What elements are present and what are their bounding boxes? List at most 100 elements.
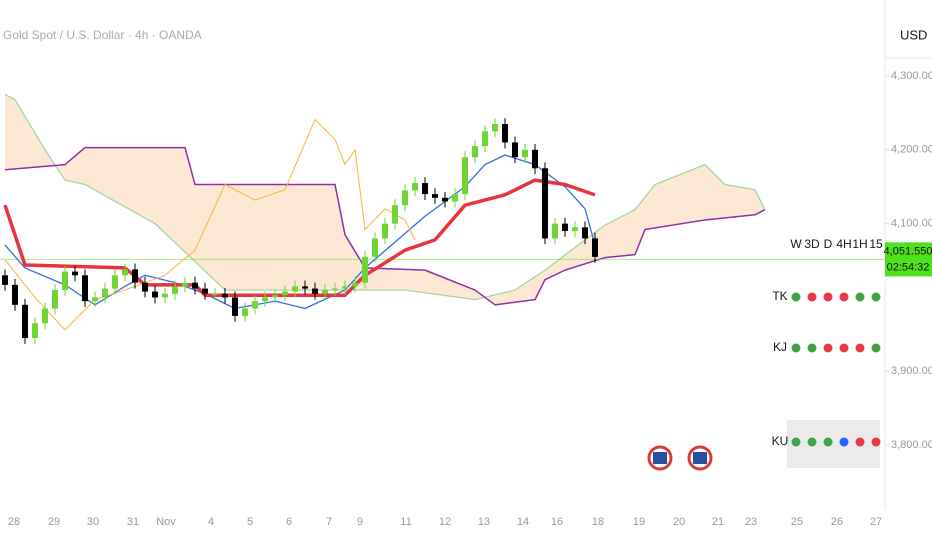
candle-body xyxy=(62,271,68,291)
candle-body xyxy=(432,194,438,198)
candle-body xyxy=(442,197,448,202)
candle-body xyxy=(222,293,228,298)
status-dot xyxy=(855,343,865,353)
candle-body xyxy=(462,157,468,195)
candle-body xyxy=(72,271,78,276)
status-dot xyxy=(823,437,833,447)
candle-body xyxy=(562,223,568,232)
status-dot xyxy=(839,292,849,302)
candle-body xyxy=(342,286,348,289)
candle-body xyxy=(172,286,178,294)
candle-body xyxy=(182,282,188,287)
y-tick-label: 4,300.000 xyxy=(891,70,932,82)
candle-body xyxy=(582,227,588,239)
candle-body xyxy=(22,304,28,339)
candle-body xyxy=(92,297,98,302)
y-tick-label: 4,200.000 xyxy=(891,144,932,156)
y-tick-label: 4,100.000 xyxy=(891,218,932,230)
table-column: 15 xyxy=(869,237,883,251)
x-tick-label: 16 xyxy=(551,516,563,528)
x-tick-label: 31 xyxy=(127,516,139,528)
candle-body xyxy=(252,301,258,309)
candle-body xyxy=(472,146,478,158)
x-tick-label: 6 xyxy=(286,516,292,528)
candle-body xyxy=(162,293,168,298)
candle-body xyxy=(512,142,518,158)
candle-body xyxy=(232,297,238,316)
table-row-label: KU xyxy=(772,434,789,448)
x-tick-label: 13 xyxy=(478,516,490,528)
status-dot xyxy=(823,292,833,302)
candle-body xyxy=(12,284,18,305)
x-tick-label: 21 xyxy=(712,516,724,528)
status-dot xyxy=(807,437,817,447)
candle-body xyxy=(362,256,368,283)
candle-body xyxy=(302,286,308,289)
candle-body xyxy=(322,290,328,294)
candle-body xyxy=(142,282,148,292)
price-axis: 4,300.000 4,200.000 4,100.000 3,900.000 3,80… xyxy=(885,70,932,451)
candle-body xyxy=(122,269,128,276)
candle-body xyxy=(352,282,358,287)
status-dot xyxy=(871,292,881,302)
candle-body xyxy=(592,238,598,257)
candle-body xyxy=(112,275,118,289)
candle-body xyxy=(52,290,58,309)
senkou-span-b xyxy=(4,146,766,306)
candle-body xyxy=(572,227,578,232)
x-tick-label: 20 xyxy=(673,516,685,528)
candle-body xyxy=(332,288,338,291)
x-tick-label: 12 xyxy=(439,516,451,528)
status-dot xyxy=(839,437,849,447)
candle-body xyxy=(262,297,268,302)
x-tick-label: Nov xyxy=(156,516,176,528)
candle-body xyxy=(42,308,48,324)
x-tick-label: 14 xyxy=(517,516,529,528)
status-dot xyxy=(871,343,881,353)
x-tick-label: 11 xyxy=(400,516,411,528)
y-tick-label: 3,900.000 xyxy=(891,365,932,377)
table-highlight xyxy=(787,420,880,468)
status-dot xyxy=(871,437,881,447)
x-tick-label: 5 xyxy=(247,516,253,528)
candle-body xyxy=(552,223,558,239)
x-tick-label: 19 xyxy=(633,516,645,528)
candle-body xyxy=(522,149,528,158)
senkou-span-a xyxy=(4,93,766,301)
status-dot xyxy=(807,292,817,302)
table-column: 1H xyxy=(852,237,867,251)
last-price-label: 4,051.550 xyxy=(884,245,932,257)
countdown: 02:54:32 xyxy=(887,261,930,273)
candle-body xyxy=(2,275,8,285)
candle-body xyxy=(192,282,198,289)
candle-body xyxy=(152,291,158,298)
x-tick-label: 7 xyxy=(326,516,332,528)
candle-body xyxy=(102,288,108,298)
candle-body xyxy=(202,288,208,294)
x-tick-label: 28 xyxy=(8,516,20,528)
status-dot xyxy=(839,343,849,353)
candle-body xyxy=(292,286,298,292)
candle-body xyxy=(282,291,288,296)
status-dot xyxy=(807,343,817,353)
candle-body xyxy=(502,123,508,143)
x-tick-label: 4 xyxy=(208,516,214,528)
candle-body xyxy=(452,194,458,202)
candle-body xyxy=(532,149,538,169)
x-tick-label: 29 xyxy=(48,516,60,528)
candle-body xyxy=(482,131,488,147)
candle-body xyxy=(242,308,248,316)
candle-body xyxy=(132,269,138,283)
currency[interactable]: USD xyxy=(900,27,927,42)
table-column: D xyxy=(824,237,833,251)
candle-body xyxy=(32,323,38,339)
last-price-box xyxy=(885,242,932,277)
candle-body xyxy=(422,183,428,195)
table-column: 3D xyxy=(804,237,820,251)
status-dot xyxy=(855,292,865,302)
x-tick-label: 23 xyxy=(745,516,757,528)
table-column: W xyxy=(790,237,802,251)
candle-body xyxy=(272,295,278,298)
